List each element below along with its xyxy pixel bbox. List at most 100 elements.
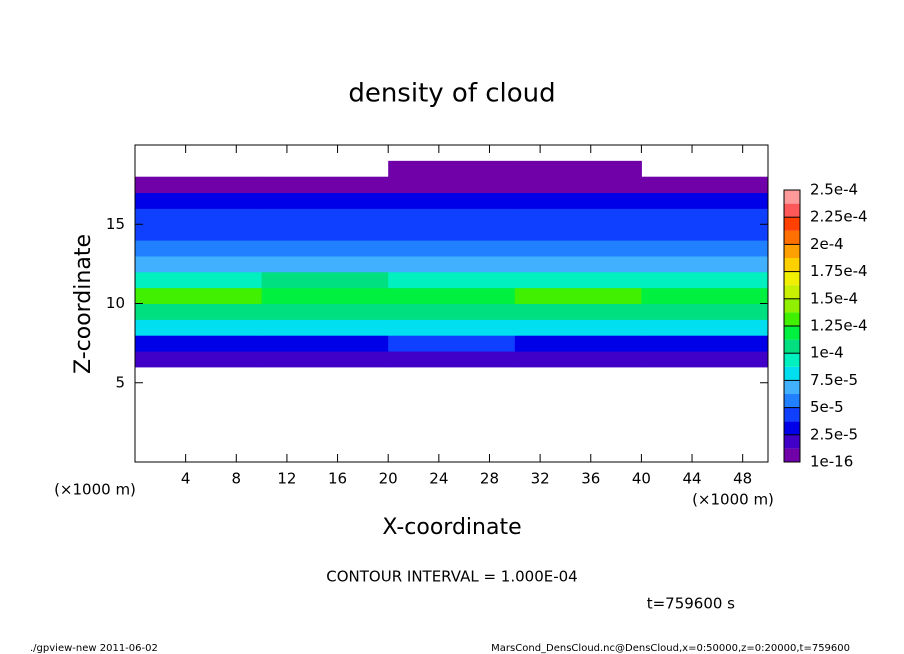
heatmap-cell [641,335,769,352]
x-tick-label: 40 [632,470,651,488]
heatmap-cell [388,224,516,241]
colorbar-cell [784,394,800,408]
colorbar-cell [784,217,800,231]
heatmap-cell [261,192,389,209]
x-tick-label: 4 [181,470,191,488]
x-tick-label: 16 [328,470,347,488]
heatmap-cell [261,208,389,225]
colorbar-cell [784,421,800,435]
time-label: t=759600 s [647,595,735,613]
heatmap-cell [641,240,769,257]
y-unit: (×1000 m) [54,481,136,499]
annotation: CONTOUR INTERVAL = 1.000E-04 [326,568,577,586]
x-tick-label: 12 [277,470,296,488]
colorbar-cell [784,353,800,367]
heatmap-cell [388,240,516,257]
heatmap-cell [641,303,769,320]
heatmap-cell [261,319,389,336]
colorbar-tick-label: 1.5e-4 [810,289,858,307]
heatmap-cell [388,351,516,368]
colorbar-cell [784,285,800,299]
heatmap-cell [388,160,516,178]
colorbar-cell [784,312,800,326]
heatmap-cell [641,192,769,209]
x-tick-label: 20 [379,470,398,488]
heatmap-cell [261,351,389,368]
heatmap-cell [514,176,642,194]
heatmap-cell [261,176,389,194]
colorbar-cell [784,407,800,422]
heatmap-cell [388,208,516,225]
x-tick-label: 44 [682,470,701,488]
colorbar-cell [784,230,800,245]
heatmap-cell [388,192,516,209]
heatmap-cell [388,303,516,320]
heatmap-cell [261,303,389,320]
colorbar-cell [784,271,800,286]
colorbar-tick-label: 2.25e-4 [810,208,868,226]
colorbar-cell [784,298,800,313]
heatmap-cell [261,224,389,241]
heatmap-cell [261,287,389,304]
heatmap-cell [514,303,642,320]
colorbar-cell [784,190,800,204]
x-tick-label: 24 [429,470,448,488]
heatmap-cell [388,255,516,273]
colorbar-cell [784,326,800,340]
heatmap-cell [388,176,516,194]
colorbar-cell [784,380,800,394]
colorbar-cell [784,203,800,218]
x-tick-label: 48 [733,470,752,488]
y-axis-label: Z-coordinate [71,234,96,374]
heatmap-cell [514,319,642,336]
heatmap-cell [135,208,263,225]
heatmap-cell [135,176,263,194]
y-tick-label: 5 [115,373,125,391]
heatmap-cell [135,192,263,209]
colorbar-cell [784,339,800,354]
y-tick-label: 10 [106,294,125,312]
x-tick-label: 32 [531,470,550,488]
heatmap-cell [514,351,642,368]
heatmap-cell [135,351,263,368]
x-tick-label: 28 [480,470,499,488]
heatmap-cell [135,240,263,257]
colorbar-tick-label: 7.5e-5 [810,371,858,389]
colorbar-tick-label: 1.25e-4 [810,317,868,335]
footer-left: ./gpview-new 2011-06-02 [30,643,158,654]
heatmap-cell [388,287,516,304]
colorbar-tick-label: 2e-4 [810,235,844,253]
x-tick-label: 36 [581,470,600,488]
heatmap-cell [135,287,263,304]
colorbar-tick-label: 5e-5 [810,398,844,416]
heatmap-cell [514,192,642,209]
x-axis-label: X-coordinate [382,515,521,540]
heatmap-cell [514,160,642,178]
heatmap-cell [641,351,769,368]
colorbar-cell [784,258,800,272]
heatmap-cell [261,335,389,352]
heatmap-cell [261,271,389,289]
chart-title: density of cloud [348,79,555,109]
heatmap-cell [514,208,642,225]
heatmap-cell [641,176,769,194]
heatmap-cell [641,208,769,225]
heatmap-cell [641,255,769,273]
heatmap-cell [514,287,642,304]
colorbar-cell [784,448,800,462]
heatmap-cell [514,335,642,352]
heatmap-cell [388,319,516,336]
colorbar-cell [784,244,800,258]
y-tick-label: 15 [106,215,125,233]
heatmap-cell [135,271,263,289]
heatmap-cell [641,319,769,336]
heatmap-cell [641,287,769,304]
heatmap-cell [514,224,642,241]
colorbar-cell [784,434,800,449]
heatmap-cell [388,335,516,352]
colorbar-tick-label: 2.5e-5 [810,425,858,443]
heatmap-cell [135,255,263,273]
heatmap-cell [135,319,263,336]
colorbar-tick-label: 1.75e-4 [810,262,868,280]
